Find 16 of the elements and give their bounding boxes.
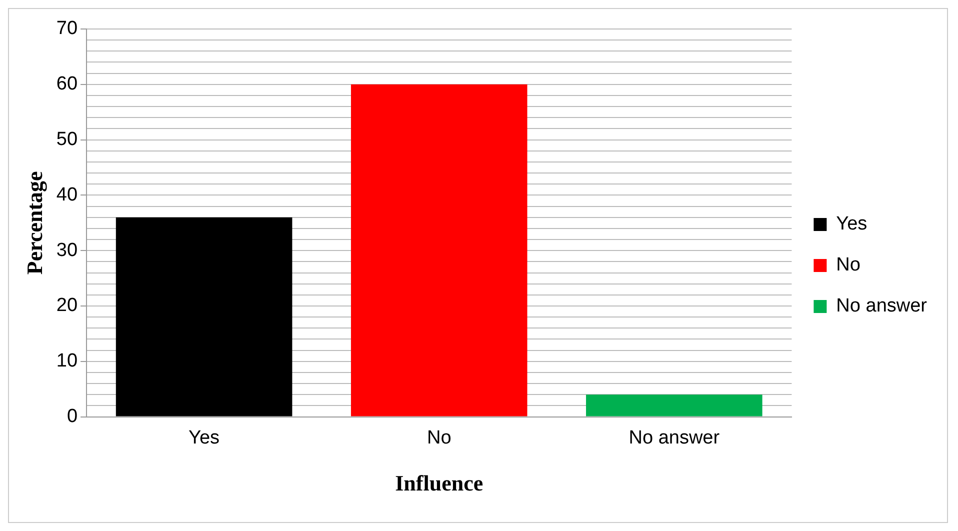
legend-label: No answer	[836, 296, 928, 317]
x-tick-label: No	[426, 427, 452, 448]
y-tick-label: 20	[56, 295, 78, 316]
y-tick-label: 30	[56, 240, 78, 261]
y-tick-label: 10	[56, 350, 78, 372]
y-tick-label: 60	[56, 74, 78, 95]
y-tick-label: 50	[56, 129, 78, 150]
y-tick-label: 70	[56, 18, 78, 40]
y-axis-title: Percentage	[22, 170, 47, 275]
y-tick-label: 40	[56, 184, 78, 206]
x-tick-label: No answer	[628, 427, 720, 448]
y-tick-label: 0	[66, 406, 78, 428]
x-tick-label: Yes	[188, 427, 220, 448]
legend-label: Yes	[836, 214, 868, 235]
legend-label: No	[836, 254, 860, 276]
x-axis-title: Influence	[395, 470, 484, 496]
